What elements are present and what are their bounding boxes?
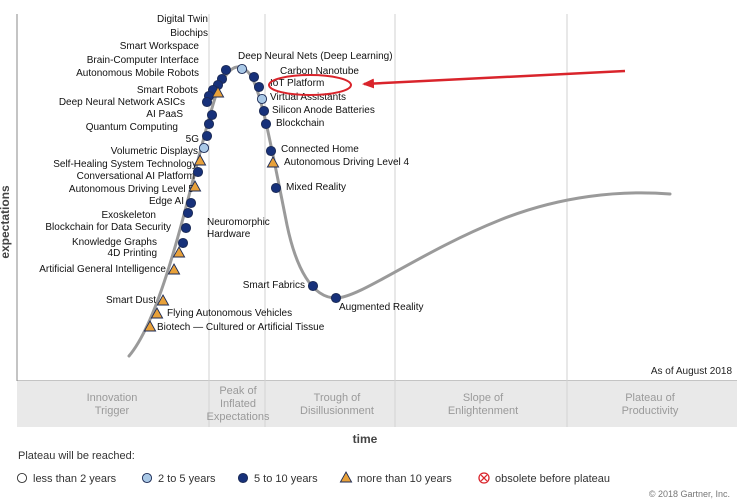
marker-mixed-reality xyxy=(270,182,282,194)
marker-smart-dust xyxy=(156,294,170,306)
marker-augmented-reality xyxy=(330,292,342,304)
marker-silicon-anode-batteries xyxy=(258,105,270,117)
phase-peak: Peak of Inflated Expectations xyxy=(207,385,270,423)
y-axis-label: expectations xyxy=(0,185,12,259)
label-connected-home: Connected Home xyxy=(281,144,359,155)
marker-conversational-ai-platform xyxy=(192,166,204,178)
label-biochips: Biochips xyxy=(170,28,208,39)
marker-smart-robots xyxy=(201,96,213,108)
label-iot-platform: IoT Platform xyxy=(270,78,324,89)
label-4d-printing: 4D Printing xyxy=(108,248,157,259)
phase-plateau: Plateau of Productivity xyxy=(622,392,679,417)
highlight-annotation xyxy=(268,69,626,96)
label-smart-robots: Smart Robots xyxy=(137,85,198,96)
technology-labels: Digital Twin Biochips Smart Workspace Brain… xyxy=(39,14,423,333)
label-smart-dust: Smart Dust xyxy=(106,295,156,306)
marker-self-healing-system-technology xyxy=(193,154,207,166)
phase-slope: Slope of Enlightenment xyxy=(448,392,518,417)
label-biotech-cultured-or-artificial-tissue: Biotech — Cultured or Artificial Tissue xyxy=(157,322,325,333)
phase-innovation-trigger: Innovation Trigger xyxy=(87,392,138,417)
legend-title: Plateau will be reached: xyxy=(18,450,135,462)
marker-knowledge-graphs xyxy=(177,237,189,249)
marker-artificial-general-intelligence xyxy=(167,263,181,275)
label-autonomous-driving-level-5: Autonomous Driving Level 5 xyxy=(69,184,195,195)
label-artificial-general-intelligence: Artificial General Intelligence xyxy=(39,264,166,275)
label-knowledge-graphs: Knowledge Graphs xyxy=(72,237,157,248)
highlight-arrow xyxy=(362,69,626,89)
label-mixed-reality: Mixed Reality xyxy=(286,182,346,193)
marker-blockchain xyxy=(260,118,272,130)
marker-5g xyxy=(201,130,213,142)
label-volumetric-displays: Volumetric Displays xyxy=(111,146,198,157)
as-of-label: As of August 2018 xyxy=(651,366,733,377)
label-exoskeleton: Exoskeleton xyxy=(102,210,156,221)
label-quantum-computing: Quantum Computing xyxy=(86,122,178,133)
marker-digital-twin xyxy=(220,64,232,76)
label-silicon-anode-batteries: Silicon Anode Batteries xyxy=(272,105,375,116)
marker-autonomous-driving-level-5 xyxy=(188,180,202,192)
marker-carbon-nanotube xyxy=(248,71,260,83)
legend-label-lt2: less than 2 years xyxy=(33,473,117,485)
label-ai-paas: AI PaaS xyxy=(146,109,183,120)
legend-marker-5to10 xyxy=(237,472,249,484)
label-self-healing-system-technology: Self-Healing System Technology xyxy=(53,159,197,170)
label-autonomous-mobile-robots: Autonomous Mobile Robots xyxy=(76,68,199,79)
marker-connected-home xyxy=(265,145,277,157)
label-flying-autonomous-vehicles: Flying Autonomous Vehicles xyxy=(167,308,292,319)
phase-labels: Innovation Trigger Peak of Inflated Expecta… xyxy=(87,385,679,423)
label-autonomous-driving-level-4: Autonomous Driving Level 4 xyxy=(284,157,410,168)
label-carbon-nanotube: Carbon Nanotube xyxy=(280,66,359,77)
marker-4d-printing xyxy=(172,246,186,258)
marker-blockchain-for-data-security xyxy=(180,222,192,234)
legend: Plateau will be reached: less than 2 yea… xyxy=(16,450,610,485)
label-edge-ai: Edge AI xyxy=(149,196,184,207)
marker-volumetric-displays xyxy=(198,142,210,154)
marker-edge-ai xyxy=(185,197,197,209)
x-axis-label: time xyxy=(353,432,378,446)
label-conversational-ai-platform: Conversational AI Platform xyxy=(77,171,195,182)
legend-marker-obsolete-cross xyxy=(480,474,488,482)
copyright: © 2018 Gartner, Inc. xyxy=(649,489,730,499)
legend-marker-2to5 xyxy=(141,472,153,484)
legend-label-5to10: 5 to 10 years xyxy=(254,473,318,485)
marker-smart-fabrics xyxy=(307,280,319,292)
phase-trough: Trough of Disillusionment xyxy=(300,392,374,417)
label-digital-twin: Digital Twin xyxy=(157,14,208,25)
marker-flying-autonomous-vehicles xyxy=(150,307,164,319)
legend-marker-lt2 xyxy=(16,472,28,484)
label-5g: 5G xyxy=(186,134,200,145)
marker-ai-paas xyxy=(206,109,218,121)
highlight-circle xyxy=(268,74,352,96)
label-augmented-reality: Augmented Reality xyxy=(339,302,424,313)
label-smart-workspace: Smart Workspace xyxy=(120,41,200,52)
label-deep-neural-nets-deep-learning: Deep Neural Nets (Deep Learning) xyxy=(238,51,393,62)
label-blockchain: Blockchain xyxy=(276,118,324,129)
label-smart-fabrics: Smart Fabrics xyxy=(243,280,305,291)
label-blockchain-for-data-security: Blockchain for Data Security xyxy=(45,222,171,233)
label-brain-computer-interface: Brain-Computer Interface xyxy=(87,55,200,66)
legend-marker-gt10 xyxy=(339,471,353,483)
legend-label-obsolete: obsolete before plateau xyxy=(495,473,610,485)
marker-iot-platform xyxy=(253,81,265,93)
label-deep-neural-network-asics: Deep Neural Network ASICs xyxy=(59,97,185,108)
label-neuromorphic-hardware: Neuromorphic Hardware xyxy=(207,217,270,240)
technology-markers xyxy=(143,63,342,332)
legend-label-2to5: 2 to 5 years xyxy=(158,473,216,485)
legend-items: less than 2 years 2 to 5 years 5 to 10 yea… xyxy=(16,471,610,485)
legend-label-gt10: more than 10 years xyxy=(357,473,452,485)
label-virtual-assistants: Virtual Assistants xyxy=(270,92,346,103)
marker-biotech-cultured-or-artificial-tissue xyxy=(143,320,157,332)
marker-deep-neural-nets-deep-learning xyxy=(236,63,248,75)
marker-deep-neural-network-asics xyxy=(211,86,225,98)
marker-autonomous-driving-level-4 xyxy=(266,156,280,168)
marker-virtual-assistants xyxy=(256,93,268,105)
marker-exoskeleton xyxy=(182,207,194,219)
phase-band xyxy=(17,381,737,427)
marker-quantum-computing xyxy=(203,118,215,130)
